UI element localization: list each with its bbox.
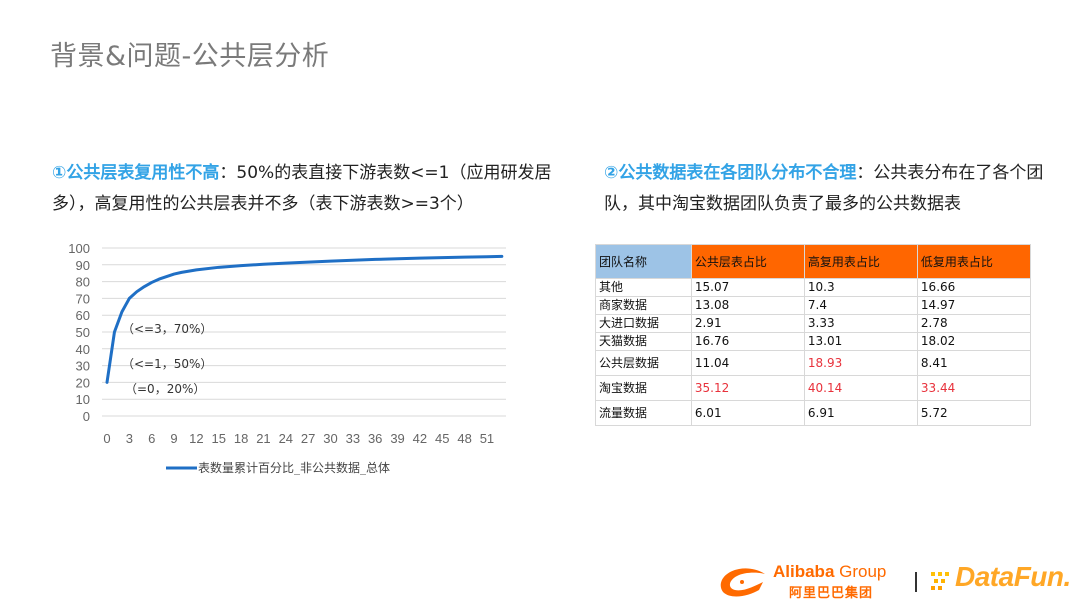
chart-legend: 表数量累计百分比_非公共数据_总体 — [166, 460, 390, 475]
y-tick-label: 100 — [68, 241, 90, 256]
x-tick-label: 39 — [390, 431, 404, 446]
x-tick-label: 9 — [170, 431, 177, 446]
cumulative-line-chart: 0 10 20 30 40 50 60 70 80 90 100 0 3 6 9 12 15 18 21 24 27 3… — [50, 238, 520, 488]
alibaba-chinese-name: 阿里巴巴集团 — [789, 586, 874, 601]
team-name-cell: 其他 — [595, 278, 692, 297]
ratio-cell: 10.3 — [803, 278, 918, 297]
logo-separator — [915, 572, 917, 592]
table-row: 公共层数据 11.04 18.93 8.41 — [595, 350, 1032, 376]
chart-annotations: （<=3，70%） （<=1，50%） （=0，20%） — [122, 322, 212, 396]
ratio-cell: 11.04 — [690, 350, 805, 376]
ratio-cell: 6.91 — [803, 400, 918, 426]
ratio-cell: 6.01 — [690, 400, 805, 426]
header-high-reuse-ratio: 高复用表占比 — [803, 244, 918, 279]
ratio-cell: 14.97 — [916, 296, 1032, 315]
x-tick-label: 42 — [413, 431, 427, 446]
x-tick-label: 24 — [279, 431, 293, 446]
legend-label: 表数量累计百分比_非公共数据_总体 — [198, 460, 390, 475]
datafun-wordmark: DataFun. — [955, 561, 1071, 592]
x-tick-label: 15 — [212, 431, 226, 446]
ratio-cell: 40.14 — [803, 375, 918, 401]
x-tick-label: 21 — [256, 431, 270, 446]
y-tick-label: 40 — [76, 342, 90, 357]
chart-annotation: （<=1，50%） — [122, 357, 212, 371]
y-tick-label: 60 — [76, 308, 90, 323]
table-header-row: 团队名称 公共层表占比 高复用表占比 低复用表占比 — [595, 244, 1032, 279]
x-tick-label: 18 — [234, 431, 248, 446]
ratio-cell: 2.78 — [916, 314, 1032, 333]
ratio-cell: 16.66 — [916, 278, 1032, 297]
y-tick-label: 20 — [76, 375, 90, 390]
point-reuse-paragraph: ①公共层表复用性不高：50%的表直接下游表数<=1（应用研发居多），高复用性的公… — [52, 158, 552, 220]
alibaba-wordmark: Alibaba Group — [773, 562, 886, 582]
y-tick-label: 80 — [76, 275, 90, 290]
datafun-dots-icon — [931, 572, 949, 590]
x-tick-label: 6 — [148, 431, 155, 446]
ratio-cell: 8.41 — [916, 350, 1032, 376]
y-tick-label: 10 — [76, 392, 90, 407]
table-row: 天猫数据 16.76 13.01 18.02 — [595, 332, 1032, 351]
table-row: 流量数据 6.01 6.91 5.72 — [595, 400, 1032, 426]
point-reuse-text: ：50%的表直接下游表数<=1（应用研发居多），高复用性的公共层表并不多（表下游… — [52, 163, 552, 214]
team-name-cell: 淘宝数据 — [595, 375, 692, 401]
point-reuse-highlight: ①公共层表复用性不高 — [52, 163, 220, 183]
header-low-reuse-ratio: 低复用表占比 — [916, 244, 1032, 279]
y-tick-label: 0 — [83, 409, 90, 424]
y-tick-label: 90 — [76, 258, 90, 273]
team-name-cell: 大进口数据 — [595, 314, 692, 333]
table-row: 商家数据 13.08 7.4 14.97 — [595, 296, 1032, 315]
chart-annotation: （=0，20%） — [125, 382, 205, 396]
ratio-cell: 13.08 — [690, 296, 805, 315]
y-tick-label: 50 — [76, 325, 90, 340]
ratio-cell: 15.07 — [690, 278, 805, 297]
team-distribution-table: 团队名称 公共层表占比 高复用表占比 低复用表占比 其他 15.07 10.3 16.… — [595, 244, 1032, 426]
slide-title: 背景&问题-公共层分析 — [50, 41, 330, 72]
team-name-cell: 公共层数据 — [595, 350, 692, 376]
header-public-ratio: 公共层表占比 — [690, 244, 805, 279]
chart-series-line — [105, 254, 504, 384]
x-tick-label: 27 — [301, 431, 315, 446]
table-row: 其他 15.07 10.3 16.66 — [595, 278, 1032, 297]
x-tick-label: 33 — [346, 431, 360, 446]
ratio-cell: 5.72 — [916, 400, 1032, 426]
table-row: 淘宝数据 35.12 40.14 33.44 — [595, 375, 1032, 401]
x-tick-label: 0 — [103, 431, 110, 446]
y-tick-label: 70 — [76, 291, 90, 306]
x-tick-label: 48 — [457, 431, 471, 446]
point-distribution-paragraph: ②公共数据表在各团队分布不合理：公共表分布在了各个团队，其中淘宝数据团队负责了最… — [604, 158, 1044, 220]
y-tick-label: 30 — [76, 359, 90, 374]
ratio-cell: 13.01 — [803, 332, 918, 351]
chart-x-axis: 0 3 6 9 12 15 18 21 24 27 30 33 36 39 42 45 48 51 — [103, 431, 494, 446]
alibaba-logo-icon — [720, 568, 765, 597]
table-row: 大进口数据 2.91 3.33 2.78 — [595, 314, 1032, 333]
team-name-cell: 流量数据 — [595, 400, 692, 426]
ratio-cell: 16.76 — [690, 332, 805, 351]
alibaba-group-word: Group — [834, 562, 887, 581]
alibaba-word: Alibaba — [773, 562, 835, 581]
x-tick-label: 30 — [323, 431, 337, 446]
x-tick-label: 45 — [435, 431, 449, 446]
ratio-cell: 18.02 — [916, 332, 1032, 351]
chart-annotation: （<=3，70%） — [122, 322, 212, 336]
ratio-cell: 3.33 — [803, 314, 918, 333]
chart-gridlines — [102, 247, 506, 417]
ratio-cell: 33.44 — [916, 375, 1032, 401]
ratio-cell: 2.91 — [690, 314, 805, 333]
ratio-cell: 7.4 — [803, 296, 918, 315]
x-tick-label: 51 — [480, 431, 494, 446]
ratio-cell: 18.93 — [803, 350, 918, 376]
x-tick-label: 3 — [126, 431, 133, 446]
team-name-cell: 商家数据 — [595, 296, 692, 315]
point-distribution-highlight: ②公共数据表在各团队分布不合理 — [604, 163, 857, 183]
ratio-cell: 35.12 — [690, 375, 805, 401]
x-tick-label: 12 — [189, 431, 203, 446]
footer-logos: Alibaba Group 阿里巴巴集团 DataFun. — [715, 558, 1071, 602]
header-team-name: 团队名称 — [595, 244, 692, 279]
x-tick-label: 36 — [368, 431, 382, 446]
point-distribution-text: ：公共表分布在了各个团队，其中淘宝数据团队负责了最多的公共数据表 — [604, 163, 1044, 214]
team-name-cell: 天猫数据 — [595, 332, 692, 351]
